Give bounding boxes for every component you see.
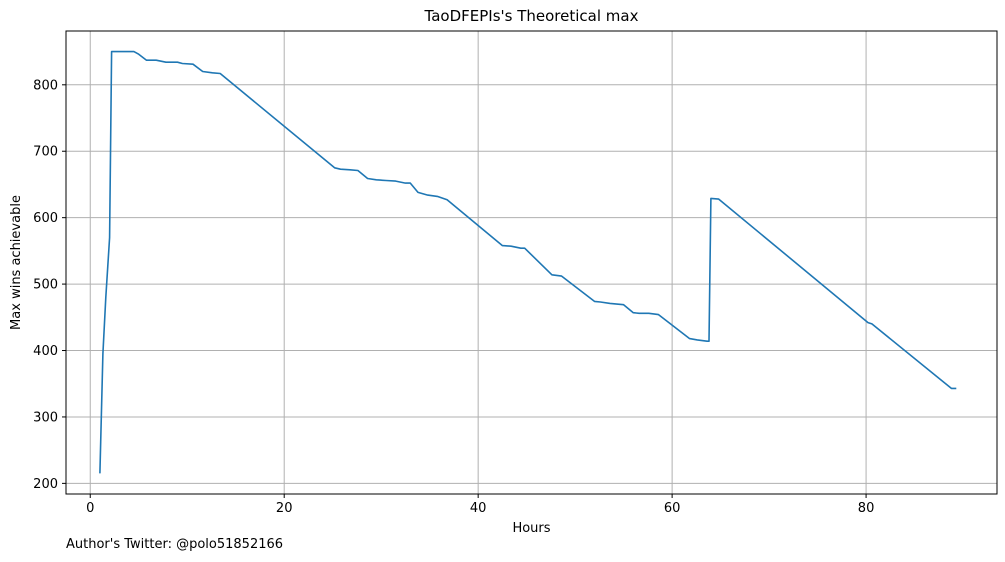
chart-background [0,0,1005,537]
x-tick-label: 40 [470,501,487,516]
series-layer [99,50,957,474]
y-tick-label: 700 [33,145,58,160]
x-tick-label: 20 [276,501,293,516]
y-tick-label: 300 [33,410,58,425]
x-tick-label: 0 [86,501,94,516]
grid [66,31,997,494]
author-credit: Author's Twitter: @polo51852166 [66,537,284,552]
series-line [99,50,957,474]
chart-title: TaoDFEPIs's Theoretical max [424,7,639,25]
y-tick-label: 800 [33,78,58,93]
y-tick-label: 600 [33,211,58,226]
ticks: 0 20 40 60 80 200 300 400 500 600 700 800 [33,78,874,516]
y-tick-label: 500 [33,278,58,293]
line-chart: 0 20 40 60 80 200 300 400 500 600 700 800 TaoDFEPIs… [0,0,1005,537]
x-tick-label: 60 [664,501,681,516]
x-axis-label: Hours [512,521,550,536]
y-tick-label: 400 [33,344,58,359]
y-tick-label: 200 [33,477,58,492]
y-axis-label: Max wins achievable [9,195,24,330]
plot-frame [65,30,998,495]
x-tick-label: 80 [858,501,875,516]
